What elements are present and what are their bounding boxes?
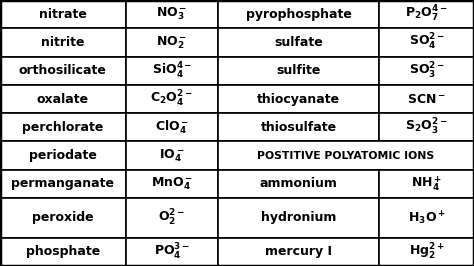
Bar bbox=[218, 0, 379, 28]
Text: orthosilicate: orthosilicate bbox=[19, 64, 107, 77]
Text: $\mathbf{SO_3^{2-}}$: $\mathbf{SO_3^{2-}}$ bbox=[409, 61, 445, 81]
Bar bbox=[218, 85, 379, 113]
Bar bbox=[218, 57, 379, 85]
Bar bbox=[379, 0, 474, 28]
Text: POSTITIVE POLYATOMIC IONS: POSTITIVE POLYATOMIC IONS bbox=[257, 151, 435, 161]
Text: $\mathbf{P_2O_7^{4-}}$: $\mathbf{P_2O_7^{4-}}$ bbox=[405, 4, 448, 24]
Text: $\mathbf{H_3O^+}$: $\mathbf{H_3O^+}$ bbox=[408, 209, 446, 227]
Bar bbox=[126, 198, 218, 238]
Text: oxalate: oxalate bbox=[37, 93, 89, 106]
Bar bbox=[379, 170, 474, 198]
Bar bbox=[126, 142, 218, 170]
Text: $\mathbf{NO_3^-}$: $\mathbf{NO_3^-}$ bbox=[156, 6, 188, 22]
Bar bbox=[379, 57, 474, 85]
Bar bbox=[0, 85, 126, 113]
Text: $\mathbf{ClO_4^-}$: $\mathbf{ClO_4^-}$ bbox=[155, 119, 189, 136]
Bar bbox=[218, 113, 379, 142]
Text: $\mathbf{PO_4^{3-}}$: $\mathbf{PO_4^{3-}}$ bbox=[154, 242, 190, 262]
Text: $\mathbf{IO_4^-}$: $\mathbf{IO_4^-}$ bbox=[159, 147, 184, 164]
Text: $\mathbf{S_2O_3^{2-}}$: $\mathbf{S_2O_3^{2-}}$ bbox=[405, 117, 448, 138]
Bar bbox=[0, 28, 126, 57]
Bar bbox=[218, 28, 379, 57]
Bar bbox=[379, 85, 474, 113]
Bar bbox=[126, 170, 218, 198]
Bar bbox=[0, 198, 126, 238]
Bar bbox=[379, 28, 474, 57]
Bar bbox=[218, 238, 379, 266]
Text: thiocyanate: thiocyanate bbox=[257, 93, 340, 106]
Bar bbox=[0, 113, 126, 142]
Text: ammonium: ammonium bbox=[260, 177, 337, 190]
Bar bbox=[379, 238, 474, 266]
Text: nitrate: nitrate bbox=[39, 8, 87, 21]
Text: $\mathbf{SCN^-}$: $\mathbf{SCN^-}$ bbox=[407, 93, 446, 106]
Text: sulfate: sulfate bbox=[274, 36, 323, 49]
Bar bbox=[126, 238, 218, 266]
Bar bbox=[126, 57, 218, 85]
Text: peroxide: peroxide bbox=[32, 211, 94, 225]
Text: $\mathbf{SiO_4^{4-}}$: $\mathbf{SiO_4^{4-}}$ bbox=[152, 61, 192, 81]
Text: thiosulfate: thiosulfate bbox=[261, 121, 337, 134]
Bar bbox=[218, 198, 379, 238]
Bar bbox=[0, 238, 126, 266]
Bar bbox=[126, 85, 218, 113]
Text: hydronium: hydronium bbox=[261, 211, 337, 225]
Text: $\mathbf{NO_2^-}$: $\mathbf{NO_2^-}$ bbox=[156, 34, 188, 51]
Text: pyrophosphate: pyrophosphate bbox=[246, 8, 352, 21]
Bar bbox=[0, 0, 126, 28]
Text: $\mathbf{C_2O_4^{2-}}$: $\mathbf{C_2O_4^{2-}}$ bbox=[151, 89, 193, 109]
Text: periodate: periodate bbox=[29, 149, 97, 162]
Text: sulfite: sulfite bbox=[276, 64, 321, 77]
Text: permanganate: permanganate bbox=[11, 177, 114, 190]
Bar bbox=[218, 142, 474, 170]
Text: mercury I: mercury I bbox=[265, 245, 332, 258]
Bar bbox=[126, 0, 218, 28]
Text: nitrite: nitrite bbox=[41, 36, 84, 49]
Text: perchlorate: perchlorate bbox=[22, 121, 103, 134]
Bar bbox=[0, 142, 126, 170]
Text: phosphate: phosphate bbox=[26, 245, 100, 258]
Text: $\mathbf{O_2^{2-}}$: $\mathbf{O_2^{2-}}$ bbox=[158, 208, 185, 228]
Bar bbox=[0, 57, 126, 85]
Text: $\mathbf{Hg_2^{2+}}$: $\mathbf{Hg_2^{2+}}$ bbox=[409, 242, 445, 262]
Bar bbox=[126, 28, 218, 57]
Text: $\mathbf{SO_4^{2-}}$: $\mathbf{SO_4^{2-}}$ bbox=[409, 32, 445, 52]
Bar bbox=[126, 113, 218, 142]
Bar bbox=[0, 170, 126, 198]
Bar bbox=[379, 198, 474, 238]
Text: $\mathbf{MnO_4^-}$: $\mathbf{MnO_4^-}$ bbox=[151, 176, 193, 192]
Bar bbox=[218, 170, 379, 198]
Bar bbox=[379, 113, 474, 142]
Text: $\mathbf{NH_4^+}$: $\mathbf{NH_4^+}$ bbox=[411, 174, 442, 193]
